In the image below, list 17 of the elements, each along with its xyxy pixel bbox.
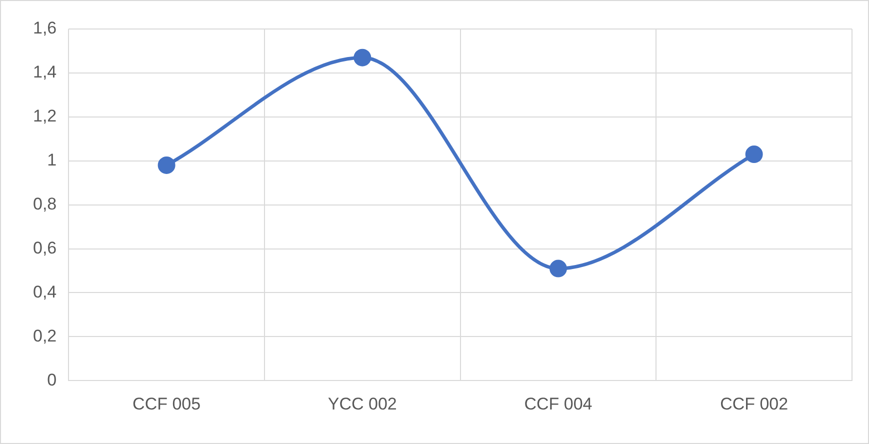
y-tick-label: 0,2 (32, 326, 57, 346)
y-tick-label: 0,6 (32, 238, 57, 258)
x-tick-label: YCC 002 (328, 394, 397, 414)
y-tick-label: 0,8 (32, 194, 57, 214)
x-tick-label: CCF 002 (720, 394, 788, 414)
x-tick-label: CCF 005 (132, 394, 201, 414)
point (354, 48, 372, 66)
y-tick-label: 1 (47, 150, 57, 170)
y-tick-label: 0 (47, 370, 57, 390)
y-tick-label: 1,2 (32, 106, 57, 126)
y-tick-label: 1,6 (32, 18, 57, 38)
x-tick-label: CCF 004 (524, 394, 592, 414)
y-tick-label: 1,4 (32, 62, 57, 82)
point (158, 156, 176, 174)
point (549, 260, 567, 278)
point (745, 146, 763, 164)
y-tick-label: 0,4 (32, 282, 57, 302)
